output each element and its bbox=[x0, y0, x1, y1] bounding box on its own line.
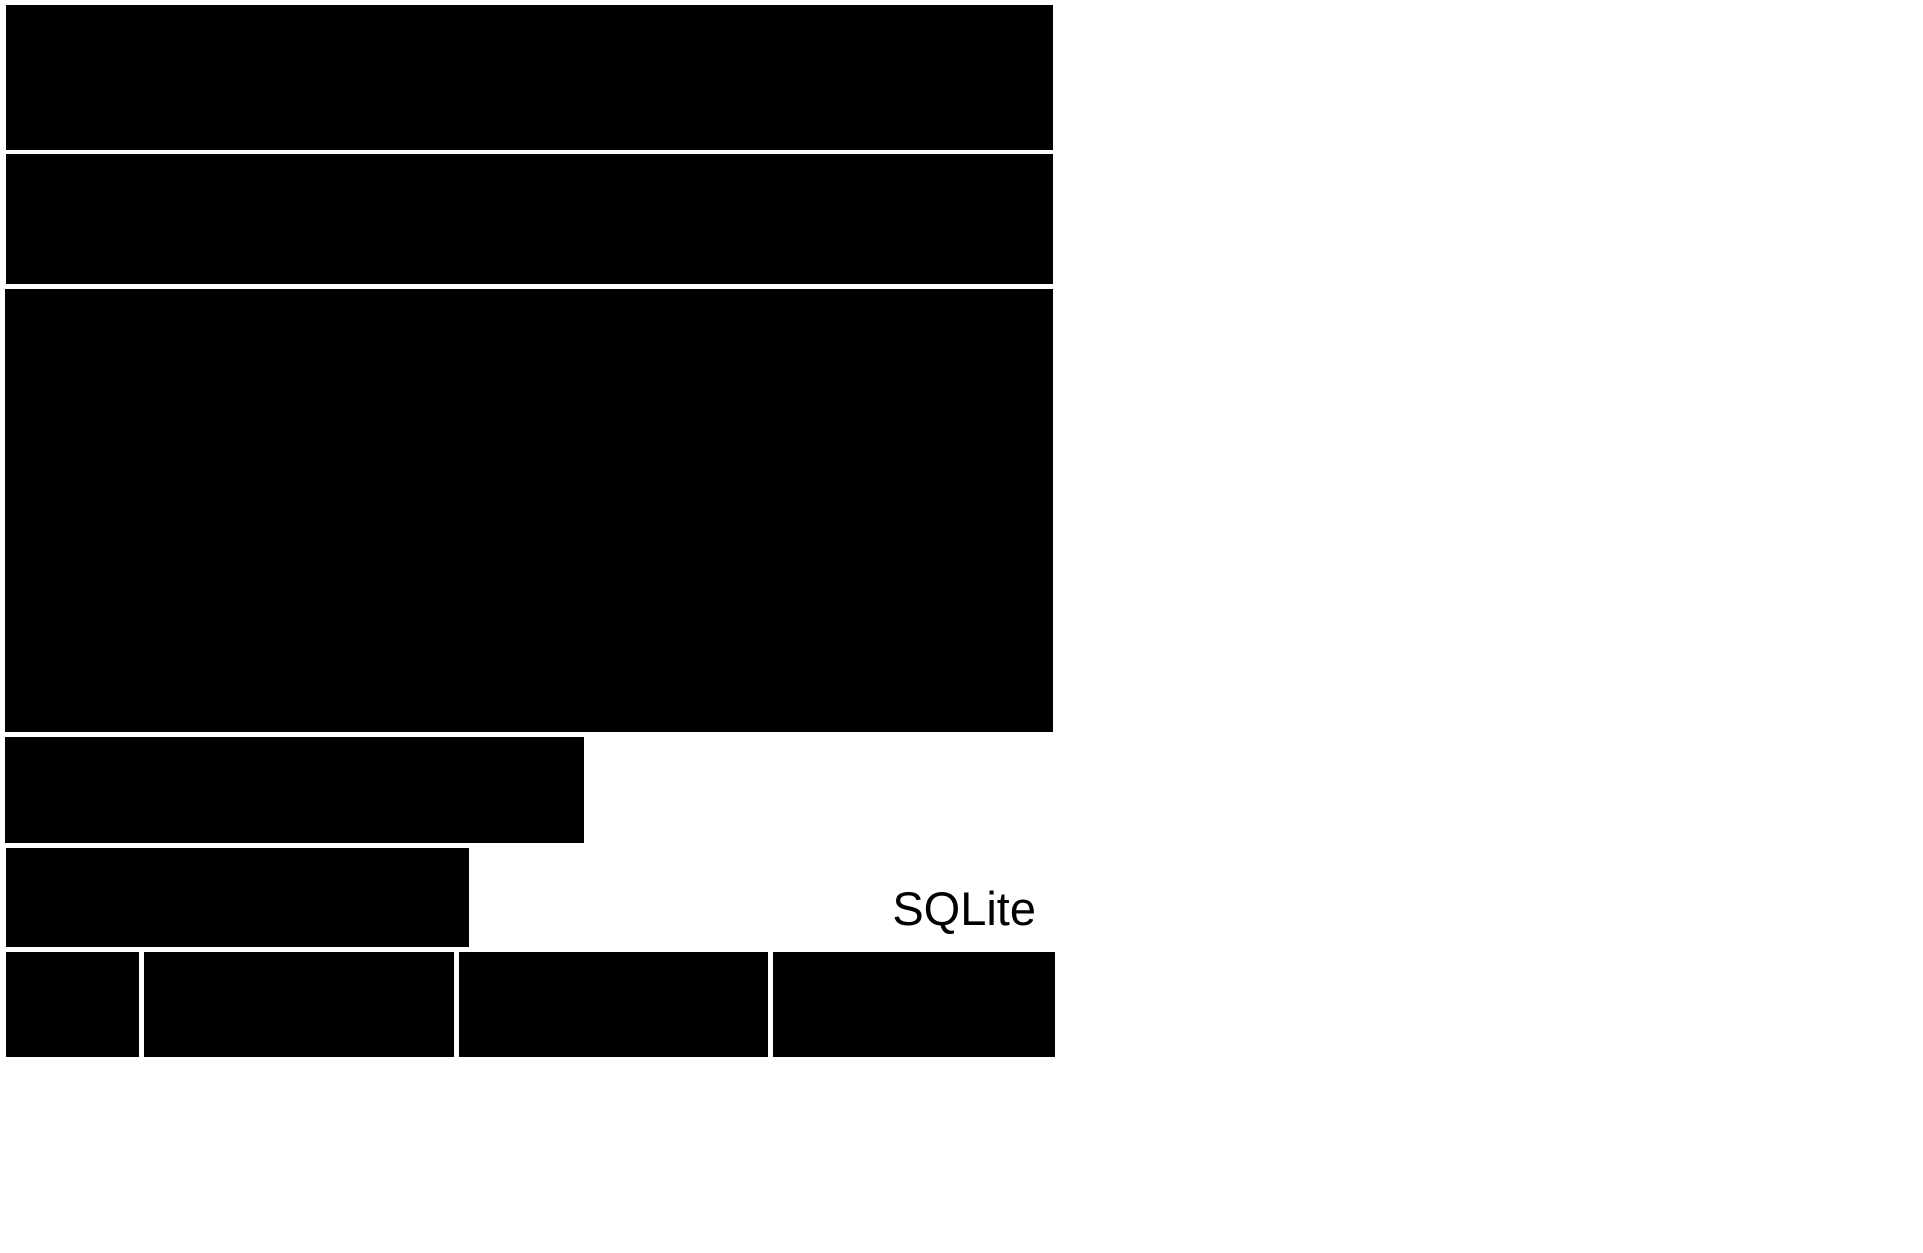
redacted-block-1 bbox=[6, 5, 1053, 150]
redacted-block-3 bbox=[5, 289, 1053, 732]
sqlite-label: SQLite bbox=[892, 882, 1036, 935]
redacted-block-2 bbox=[6, 154, 1053, 284]
redacted-block-9 bbox=[773, 952, 1055, 1057]
redacted-block-4 bbox=[5, 737, 584, 843]
redacted-block-7 bbox=[144, 952, 454, 1057]
redacted-block-5 bbox=[6, 848, 469, 947]
redacted-block-8 bbox=[459, 952, 768, 1057]
redacted-block-6 bbox=[6, 952, 139, 1057]
